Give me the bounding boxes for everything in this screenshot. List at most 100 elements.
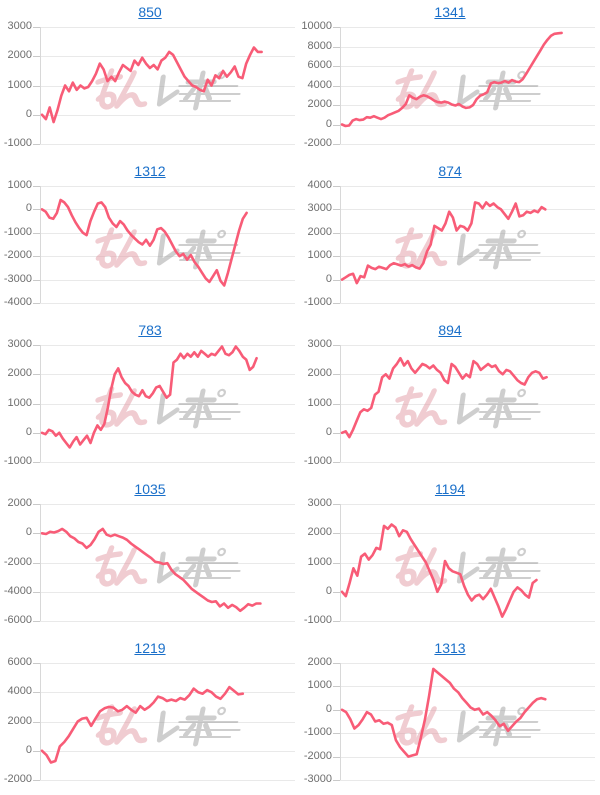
y-axis-label: 0 [325, 703, 332, 715]
watermark-logo [395, 545, 541, 588]
y-axis-tick [333, 433, 340, 434]
gridline [40, 433, 295, 434]
y-axis-label: 0 [25, 202, 32, 214]
gridline [340, 233, 595, 234]
watermark-logo [395, 68, 541, 111]
y-axis-tick [33, 780, 40, 781]
chart-title-link[interactable]: 1313 [434, 640, 466, 656]
y-axis-tick [333, 533, 340, 534]
line-chart: 3000 2000 1000 0 -1000 [300, 477, 600, 636]
chart-title-link[interactable]: 850 [138, 4, 162, 20]
gridline [40, 722, 295, 723]
y-axis-label: 0 [25, 108, 32, 120]
y-axis-line [40, 504, 41, 621]
chart-title-link[interactable]: 874 [438, 163, 462, 179]
y-axis-label: -2000 [303, 137, 332, 149]
y-axis-tick [333, 233, 340, 234]
y-axis-tick [33, 186, 40, 187]
y-axis-label: 6000 [307, 59, 332, 71]
chart-canvas [40, 46, 263, 124]
y-axis-tick [333, 780, 340, 781]
y-axis-label: -3000 [303, 773, 332, 785]
line-chart: 2000 0 -2000 -4000 -6000 [0, 477, 300, 636]
y-axis-tick [33, 462, 40, 463]
gridline [40, 533, 295, 534]
y-axis-line [40, 186, 41, 303]
chart-card: 850 3000 2000 1000 0 -1000 [0, 0, 300, 159]
y-axis-label: 2000 [307, 367, 332, 379]
y-axis-label: 2000 [7, 49, 32, 61]
line-chart: 10000 8000 6000 4000 2000 0 -2000 [300, 0, 600, 159]
line-chart: 3000 2000 1000 0 -1000 [0, 318, 300, 477]
chart-title-link[interactable]: 1194 [434, 481, 466, 497]
line-chart: 4000 3000 2000 1000 0 -1000 [300, 159, 600, 318]
gridline [40, 374, 295, 375]
y-axis-line [340, 663, 341, 780]
y-axis-line [340, 27, 341, 144]
watermark-logo [395, 227, 541, 270]
y-axis-tick [333, 462, 340, 463]
gridline [340, 757, 595, 758]
gridline [40, 115, 295, 116]
chart-title-link[interactable]: 1341 [434, 4, 466, 20]
chart-title-link[interactable]: 783 [138, 322, 162, 338]
gridline [40, 86, 295, 87]
gridline [340, 433, 595, 434]
y-axis-label: -1000 [303, 296, 332, 308]
line-chart: 3000 2000 1000 0 -1000 [300, 318, 600, 477]
watermark-logo [95, 227, 241, 270]
y-axis-label: 2000 [307, 526, 332, 538]
series-line [40, 527, 262, 613]
y-axis-tick [333, 66, 340, 67]
chart-title-link[interactable]: 1219 [134, 640, 166, 656]
y-axis-label: 3000 [7, 20, 32, 32]
gridline [340, 280, 595, 281]
chart-title-link[interactable]: 1312 [134, 163, 166, 179]
chart-card: 874 4000 3000 2000 1000 0 -1000 [300, 159, 600, 318]
gridline [40, 186, 295, 187]
y-axis-tick [33, 256, 40, 257]
y-axis-tick [333, 144, 340, 145]
y-axis-label: 2000 [7, 367, 32, 379]
y-axis-tick [333, 733, 340, 734]
y-axis-tick [333, 404, 340, 405]
y-axis-label: -1000 [303, 614, 332, 626]
gridline [340, 303, 595, 304]
gridline [340, 710, 595, 711]
y-axis-label: 3000 [307, 202, 332, 214]
y-axis-tick [33, 722, 40, 723]
chart-card: 1219 6000 4000 2000 0 -2000 [0, 636, 300, 795]
gridline [340, 533, 595, 534]
y-axis-tick [33, 404, 40, 405]
y-axis-label: 4000 [307, 79, 332, 91]
watermark-logo [395, 704, 541, 747]
y-axis-label: 1000 [307, 249, 332, 261]
gridline [340, 345, 595, 346]
gridline [340, 504, 595, 505]
chart-title-link[interactable]: 1035 [134, 481, 166, 497]
series-line [340, 356, 548, 439]
series-line [40, 198, 248, 287]
y-axis-label: 2000 [307, 656, 332, 668]
y-axis-line [40, 663, 41, 780]
y-axis-tick [333, 27, 340, 28]
gridline [40, 504, 295, 505]
chart-card: 783 3000 2000 1000 0 -1000 [0, 318, 300, 477]
y-axis-line [340, 345, 341, 462]
y-axis-tick [33, 144, 40, 145]
chart-canvas [340, 356, 548, 439]
y-axis-tick [333, 757, 340, 758]
y-axis-tick [333, 345, 340, 346]
y-axis-label: 1000 [7, 179, 32, 191]
y-axis-label: 3000 [307, 338, 332, 350]
chart-canvas [40, 198, 248, 287]
y-axis-label: 4000 [7, 685, 32, 697]
y-axis-tick [33, 663, 40, 664]
y-axis-label: 2000 [7, 715, 32, 727]
gridline [340, 66, 595, 67]
gridline [40, 751, 295, 752]
gridline [40, 144, 295, 145]
y-axis-label: 2000 [7, 497, 32, 509]
chart-title-link[interactable]: 894 [438, 322, 462, 338]
chart-card: 1035 2000 0 -2000 -4000 -6000 [0, 477, 300, 636]
